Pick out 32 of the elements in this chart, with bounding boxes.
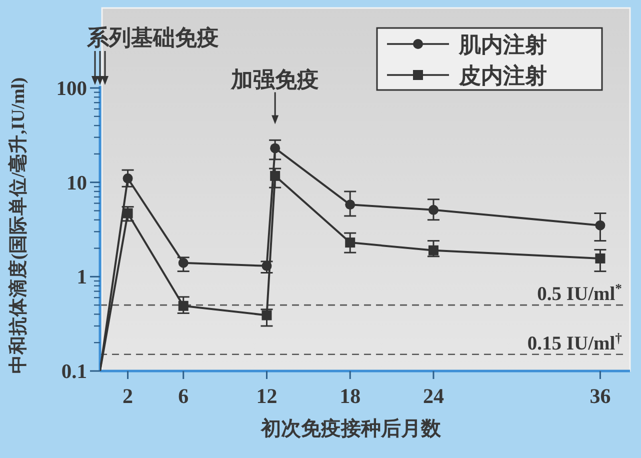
- legend-label: 肌内注射: [458, 32, 547, 57]
- x-axis-title: 初次免疫接种后月数: [260, 417, 442, 440]
- y-tick-label: 100: [56, 78, 87, 100]
- point: [345, 238, 356, 248]
- x-tick-label: 2: [122, 384, 134, 408]
- x-tick-label: 6: [178, 384, 189, 408]
- x-tick-label: 12: [256, 384, 278, 408]
- y-tick-label: 1: [76, 266, 87, 289]
- point: [595, 253, 606, 264]
- y-axis-title: 中和抗体滴度(国际单位/毫升,IU/ml): [7, 77, 29, 374]
- point: [178, 300, 188, 311]
- point: [122, 208, 133, 218]
- ref-line-label: 0.15 IU/ml$^{†}$: [527, 330, 622, 354]
- point: [428, 245, 438, 256]
- x-tick-label: 24: [422, 384, 444, 408]
- point: [428, 204, 438, 215]
- legend-label: 皮内注射: [458, 63, 547, 88]
- point: [345, 200, 356, 210]
- x-tick-label: 36: [590, 384, 611, 408]
- point: [595, 220, 606, 230]
- annotation: 加强免疫: [231, 67, 320, 124]
- point: [122, 173, 133, 184]
- y-tick-label: 10: [66, 172, 87, 194]
- ref-line-label: 0.5 IU/ml$^{*}$: [537, 280, 622, 306]
- x-tick-label: 18: [340, 384, 361, 408]
- y-tick-label: 0.1: [61, 361, 87, 383]
- point: [270, 143, 280, 154]
- point: [262, 310, 272, 320]
- point: [270, 170, 280, 181]
- point: [178, 258, 188, 268]
- annotation: 系列基础免疫: [87, 25, 219, 85]
- annotation: 加强免疫: [230, 67, 320, 92]
